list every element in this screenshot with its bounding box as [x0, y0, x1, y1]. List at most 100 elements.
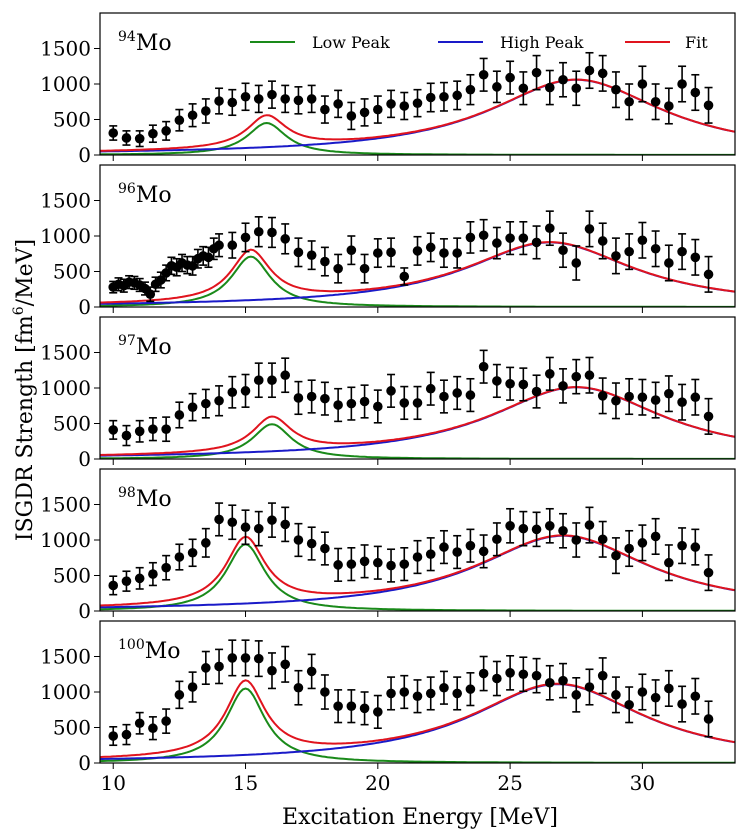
data-point	[544, 223, 555, 233]
data-point	[253, 653, 264, 664]
data-point	[412, 98, 423, 108]
data-point	[584, 65, 595, 76]
data-point	[597, 236, 608, 246]
data-point	[320, 104, 330, 115]
data-point	[306, 250, 317, 260]
data-point	[439, 91, 449, 102]
x-tick-label: 15	[233, 771, 258, 795]
data-point	[597, 68, 608, 79]
data-point	[293, 682, 304, 693]
panel-97mo: 0 500 1000 1500 97Mo	[40, 316, 736, 471]
data-point	[611, 395, 621, 406]
data-point	[306, 391, 317, 402]
data-point	[518, 669, 529, 680]
data-point	[703, 411, 714, 422]
data-point	[465, 84, 476, 95]
data-point	[359, 263, 370, 274]
panel-frame	[99, 12, 736, 156]
data-point	[240, 653, 251, 663]
data-point	[267, 515, 277, 525]
data-point	[425, 383, 436, 394]
data-point	[306, 666, 317, 677]
data-point	[333, 701, 343, 711]
data-point	[214, 96, 224, 106]
legend: Low Peak High Peak Fit	[250, 33, 708, 52]
data-point	[664, 258, 674, 268]
data-point	[253, 94, 264, 104]
data-point	[650, 96, 661, 107]
data-point	[240, 91, 251, 102]
data-point	[597, 534, 608, 545]
data-point	[346, 398, 357, 409]
data-point	[650, 395, 661, 405]
data-point	[505, 378, 515, 389]
y-tick-label: 0	[78, 295, 91, 319]
data-point	[518, 83, 529, 94]
data-point	[571, 535, 582, 545]
data-point	[478, 668, 489, 679]
data-point	[306, 538, 317, 549]
data-point	[439, 542, 449, 552]
data-point	[134, 426, 145, 437]
data-point	[267, 665, 277, 676]
data-point	[584, 682, 595, 692]
legend-label: Fit	[685, 33, 708, 52]
data-point	[544, 521, 555, 531]
data-point	[399, 687, 410, 697]
y-tick-label: 0	[78, 447, 91, 471]
data-point	[320, 543, 330, 554]
data-point	[174, 115, 185, 126]
data-point	[386, 688, 396, 699]
data-point	[373, 401, 383, 412]
data-point	[359, 556, 370, 567]
data-points	[108, 349, 714, 447]
data-point	[492, 238, 502, 248]
y-tick-label: 1000	[40, 224, 91, 248]
data-point	[121, 430, 132, 441]
data-points	[108, 51, 714, 148]
data-point	[518, 523, 529, 534]
y-tick-label: 1500	[40, 493, 91, 517]
data-point	[227, 653, 238, 663]
data-point	[531, 670, 542, 681]
data-point	[637, 392, 648, 403]
data-point	[452, 388, 462, 398]
data-point	[690, 392, 701, 403]
data-point	[505, 72, 515, 83]
y-axis-label-unit: /MeV]	[13, 239, 38, 306]
data-point	[161, 268, 171, 278]
y-axis-label-base: ISGDR Strength [fm	[13, 315, 38, 541]
data-point	[333, 560, 343, 570]
data-point	[399, 559, 410, 569]
data-point	[531, 237, 542, 248]
data-point	[373, 557, 383, 568]
data-point	[280, 370, 291, 381]
data-point	[505, 668, 515, 678]
data-point	[412, 552, 423, 562]
data-point	[558, 381, 568, 391]
data-point	[452, 547, 462, 557]
data-point	[386, 247, 396, 258]
x-tick-label: 25	[497, 771, 522, 795]
data-point	[373, 104, 383, 115]
y-tick-label: 1500	[40, 645, 91, 669]
data-point	[267, 227, 277, 238]
data-point	[531, 524, 542, 535]
data-point	[201, 398, 211, 409]
nucleus-label: 98Mo	[118, 485, 172, 512]
data-point	[148, 128, 158, 139]
data-point	[373, 707, 383, 717]
nucleus-element: Mo	[136, 487, 172, 512]
data-point	[359, 107, 370, 118]
legend-label: Low Peak	[312, 33, 390, 52]
data-point	[425, 92, 436, 103]
data-point	[346, 245, 357, 255]
data-point	[597, 670, 608, 681]
data-point	[637, 538, 648, 548]
data-point	[412, 398, 423, 408]
data-point	[201, 538, 211, 548]
data-point	[399, 101, 410, 111]
data-point	[492, 82, 502, 92]
data-point	[611, 550, 621, 561]
